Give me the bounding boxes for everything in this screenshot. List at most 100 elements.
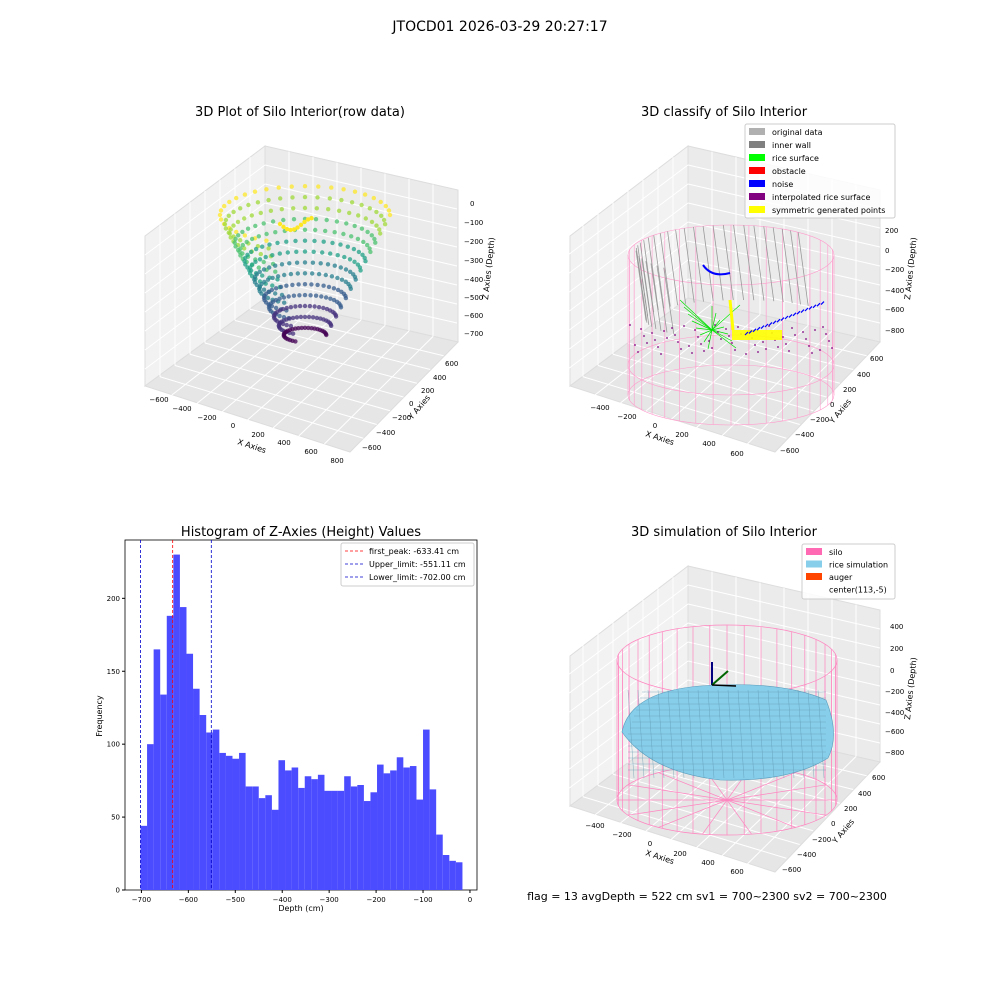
data-point bbox=[282, 300, 287, 305]
y-tick-label: 200 bbox=[844, 805, 857, 813]
z-tick-label: 0 bbox=[890, 667, 894, 675]
data-point bbox=[273, 286, 279, 291]
data-point bbox=[310, 315, 316, 320]
interpolated-point bbox=[785, 343, 787, 345]
data-point bbox=[331, 286, 337, 291]
histogram-bar bbox=[317, 774, 325, 890]
histogram-bar bbox=[179, 607, 187, 890]
data-point bbox=[318, 261, 323, 266]
data-point bbox=[302, 238, 308, 243]
z-axis-label: Z Axies (Depth) bbox=[481, 237, 497, 300]
histogram-bar bbox=[153, 649, 161, 891]
legend-swatch bbox=[749, 141, 765, 148]
data-point bbox=[326, 284, 332, 290]
data-point bbox=[231, 209, 236, 215]
histogram-bar bbox=[298, 787, 305, 890]
interpolated-point bbox=[697, 336, 699, 338]
data-point bbox=[335, 287, 341, 293]
y-tick-label: 600 bbox=[870, 355, 883, 363]
data-point bbox=[256, 234, 261, 239]
inner-wall-point bbox=[797, 232, 809, 306]
inner-wall-point bbox=[656, 265, 668, 333]
noise-point bbox=[752, 328, 757, 333]
panel-title: Histogram of Z-Axies (Height) Values bbox=[181, 525, 421, 540]
data-point bbox=[231, 223, 236, 228]
data-point bbox=[298, 314, 304, 320]
y-tick-label: −200 bbox=[812, 836, 831, 844]
interpolated-point bbox=[811, 352, 813, 354]
data-point bbox=[374, 223, 379, 228]
rice-surface-mesh bbox=[621, 684, 834, 781]
data-point bbox=[266, 197, 271, 203]
data-point bbox=[290, 315, 296, 321]
data-point bbox=[309, 282, 314, 287]
data-point bbox=[316, 184, 321, 189]
legend-label: symmetric generated points bbox=[772, 206, 885, 215]
data-point bbox=[298, 222, 304, 228]
mesh-line bbox=[627, 689, 635, 779]
rice-surface-point bbox=[703, 329, 713, 343]
histogram-bar bbox=[140, 825, 148, 890]
rice-surface-point bbox=[683, 306, 713, 331]
histogram-bar bbox=[212, 729, 220, 890]
rice-surface-point bbox=[711, 304, 741, 331]
inner-wall-point bbox=[733, 224, 744, 301]
data-point bbox=[288, 271, 294, 277]
interpolated-point bbox=[762, 341, 764, 343]
x-tick-label: −200 bbox=[617, 413, 636, 421]
inner-wall-point bbox=[781, 228, 793, 304]
grid-line bbox=[687, 641, 881, 687]
data-point bbox=[310, 260, 316, 265]
y-tick-label: −400 bbox=[797, 851, 816, 859]
legend-label: Lower_limit: -702.00 cm bbox=[369, 573, 466, 582]
data-point bbox=[342, 254, 347, 260]
data-point bbox=[352, 223, 357, 229]
y-tick-label: 400 bbox=[433, 374, 446, 382]
grid-line bbox=[687, 603, 881, 649]
x-axis-label: Depth (cm) bbox=[278, 904, 323, 913]
data-point bbox=[277, 221, 283, 227]
interpolated-point bbox=[782, 336, 784, 338]
mesh-line bbox=[787, 689, 795, 779]
data-point bbox=[278, 196, 283, 201]
panel-classify: 3D classify of Silo Interior original da… bbox=[567, 105, 919, 458]
auger-axis-y bbox=[711, 670, 729, 686]
grid-line bbox=[687, 622, 881, 668]
noise-point bbox=[772, 320, 777, 325]
legend-label: original data bbox=[772, 128, 823, 137]
y-tick-label: −200 bbox=[392, 414, 411, 422]
data-point bbox=[285, 250, 290, 255]
legend-swatch bbox=[806, 548, 822, 555]
axes-grid bbox=[144, 151, 458, 445]
z-axis-label: Z Axies (Depth) bbox=[903, 657, 919, 720]
histogram-bar bbox=[357, 785, 364, 890]
x-tick-label: 800 bbox=[330, 457, 343, 465]
inner-wall-point bbox=[667, 231, 678, 306]
histogram-bar bbox=[337, 790, 345, 890]
z-tick-label: −400 bbox=[885, 287, 904, 295]
panel-raw-data: 3D Plot of Silo Interior(row data) −600 … bbox=[143, 105, 497, 465]
data-point bbox=[291, 227, 297, 232]
histogram-bar bbox=[331, 790, 338, 890]
interpolated-point bbox=[745, 353, 747, 355]
x-tick-label: 600 bbox=[730, 868, 743, 876]
data-point bbox=[246, 202, 251, 208]
silo-spoke bbox=[726, 784, 827, 801]
histogram-bar bbox=[166, 615, 174, 890]
grid-line bbox=[567, 622, 689, 714]
z-axis-label: Z Axies (Depth) bbox=[903, 237, 919, 300]
inner-wall-point bbox=[722, 225, 734, 301]
data-point bbox=[302, 325, 308, 330]
interpolated-point bbox=[731, 342, 733, 344]
interpolated-point bbox=[637, 351, 639, 353]
data-point bbox=[330, 240, 335, 246]
noise-point bbox=[702, 264, 731, 276]
data-point bbox=[286, 294, 291, 299]
data-point bbox=[386, 208, 392, 213]
inner-wall-point bbox=[702, 226, 714, 301]
histogram-bar bbox=[363, 801, 371, 890]
data-point bbox=[273, 269, 278, 274]
data-point bbox=[242, 259, 247, 264]
data-point bbox=[270, 283, 275, 288]
data-point bbox=[369, 233, 374, 238]
